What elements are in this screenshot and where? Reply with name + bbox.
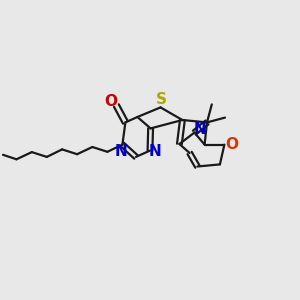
Text: N: N (149, 144, 162, 159)
Text: O: O (226, 137, 239, 152)
Text: N: N (194, 122, 207, 137)
Text: S: S (156, 92, 167, 106)
Text: N: N (115, 144, 128, 159)
Text: O: O (104, 94, 118, 110)
